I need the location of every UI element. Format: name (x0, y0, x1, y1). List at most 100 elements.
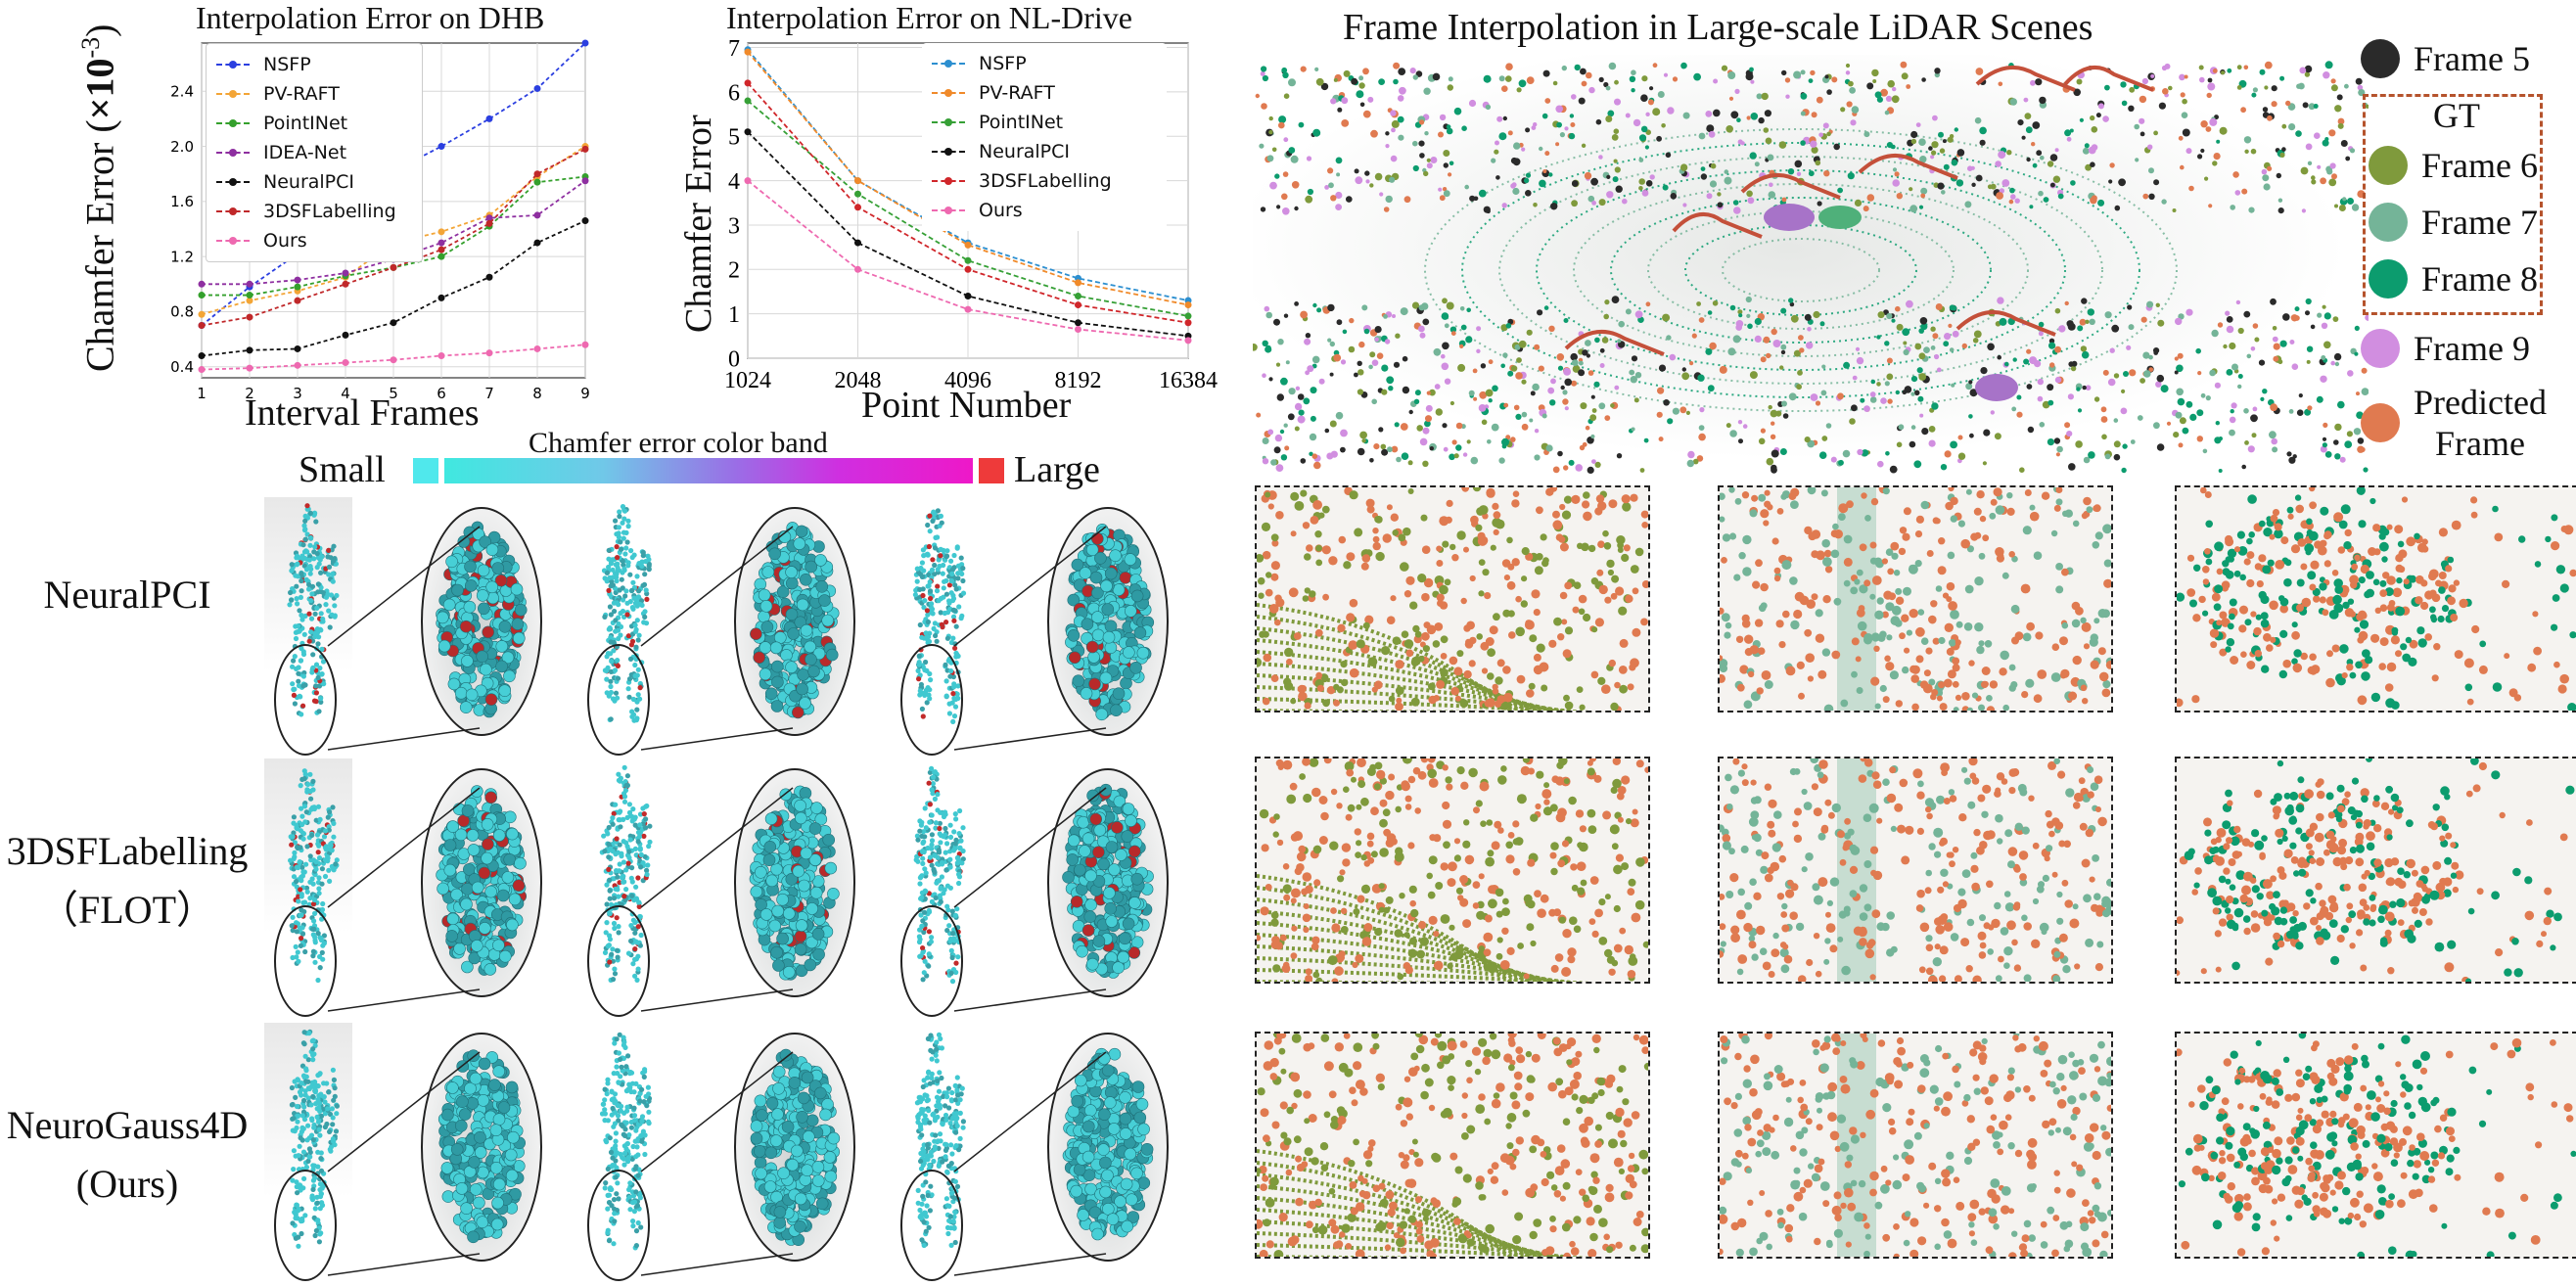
point (920, 856, 925, 861)
point (601, 1102, 606, 1107)
point (917, 829, 922, 834)
point (917, 1095, 922, 1100)
legend-swatch (216, 93, 250, 95)
series-point (199, 322, 206, 329)
point (603, 1087, 608, 1092)
zoom-connector (303, 497, 499, 761)
series-point (534, 85, 541, 92)
y-tick-label: 0.4 (170, 358, 194, 376)
series-point (965, 306, 972, 313)
series-point (745, 177, 752, 184)
point (922, 1118, 927, 1123)
point (291, 1116, 296, 1121)
zoom-point (810, 887, 822, 898)
method-name: 3DSFLabelling (0, 822, 254, 881)
zoom-point (504, 853, 516, 865)
point (609, 561, 614, 566)
legend-entry: 3DSFLabelling (932, 166, 1157, 196)
series-point (534, 211, 541, 218)
point (919, 873, 924, 878)
series-point (965, 266, 972, 273)
point (292, 814, 297, 819)
point (605, 571, 610, 575)
zoom-point (506, 1081, 518, 1093)
point (296, 898, 300, 903)
legend-swatch (932, 180, 965, 182)
legend-label: IDEA-Net (263, 142, 346, 163)
point (298, 1144, 302, 1149)
connector-line (641, 1052, 793, 1172)
legend-entry: Ours (216, 226, 412, 255)
zoom-point (509, 894, 521, 905)
legend-swatch (216, 181, 250, 183)
human-pointcloud-grid (254, 489, 1194, 1280)
point (291, 1167, 296, 1172)
series-point (582, 217, 589, 224)
point (607, 548, 612, 553)
point (294, 879, 299, 884)
series-point (745, 128, 752, 135)
series-point (965, 242, 972, 249)
series-point (1185, 337, 1192, 344)
connector-line (641, 788, 793, 907)
y-tick-label: 2.0 (170, 138, 194, 156)
legend-entry: NeuralPCI (216, 167, 412, 197)
point (608, 604, 613, 609)
legend-swatch (216, 240, 250, 242)
zoom-connector (617, 1023, 812, 1287)
series-point (199, 281, 206, 288)
legend-swatch (216, 210, 250, 212)
series-point (438, 253, 445, 260)
zoom-point (513, 880, 525, 892)
point (602, 615, 607, 620)
connector-line (328, 1254, 480, 1275)
zoom-point (822, 615, 834, 626)
legend-entry: NeuralPCI (932, 137, 1157, 166)
method-label-neurogauss4d: NeuroGauss4D (Ours) (0, 1096, 254, 1214)
point (296, 1114, 300, 1119)
series-point (343, 359, 349, 366)
zoom-point (506, 919, 518, 931)
point (289, 843, 294, 848)
connector-line (328, 728, 480, 750)
color-band-large-swatch (979, 458, 1004, 483)
zoom-connector (930, 758, 1126, 1023)
series-point (1185, 312, 1192, 319)
point (295, 1104, 299, 1109)
point (299, 1135, 303, 1140)
point (921, 1149, 926, 1154)
point (923, 805, 928, 810)
point (921, 547, 926, 552)
zoom-point (812, 1175, 824, 1187)
color-band-small-swatch (413, 458, 438, 483)
zoom-point (825, 862, 837, 874)
legend-label: 3DSFLabelling (263, 201, 396, 222)
connector-line (641, 728, 793, 750)
series-point (486, 274, 493, 281)
x-tick-label: 8 (532, 385, 542, 402)
series-point (486, 115, 493, 122)
point (295, 601, 299, 606)
method-subname: （FLOT） (0, 881, 254, 940)
point (920, 560, 925, 565)
series-point (1075, 326, 1081, 333)
point (295, 562, 299, 567)
legend-swatch (216, 122, 250, 124)
legend-label: PointINet (979, 112, 1063, 133)
series-point (295, 277, 301, 284)
zoom-point (814, 1087, 826, 1099)
point (919, 635, 924, 640)
point (295, 1120, 299, 1125)
point (607, 626, 612, 631)
connector-line (641, 527, 793, 646)
zoom-point (512, 619, 524, 630)
zoom-point (819, 595, 831, 607)
series-point (854, 177, 861, 184)
series-point (391, 264, 397, 271)
series-point (965, 257, 972, 264)
connector-line (328, 989, 480, 1011)
point (610, 1113, 615, 1118)
point (290, 1085, 295, 1090)
y-tick-label: 5 (728, 125, 740, 151)
zoom-point (1141, 1143, 1153, 1155)
